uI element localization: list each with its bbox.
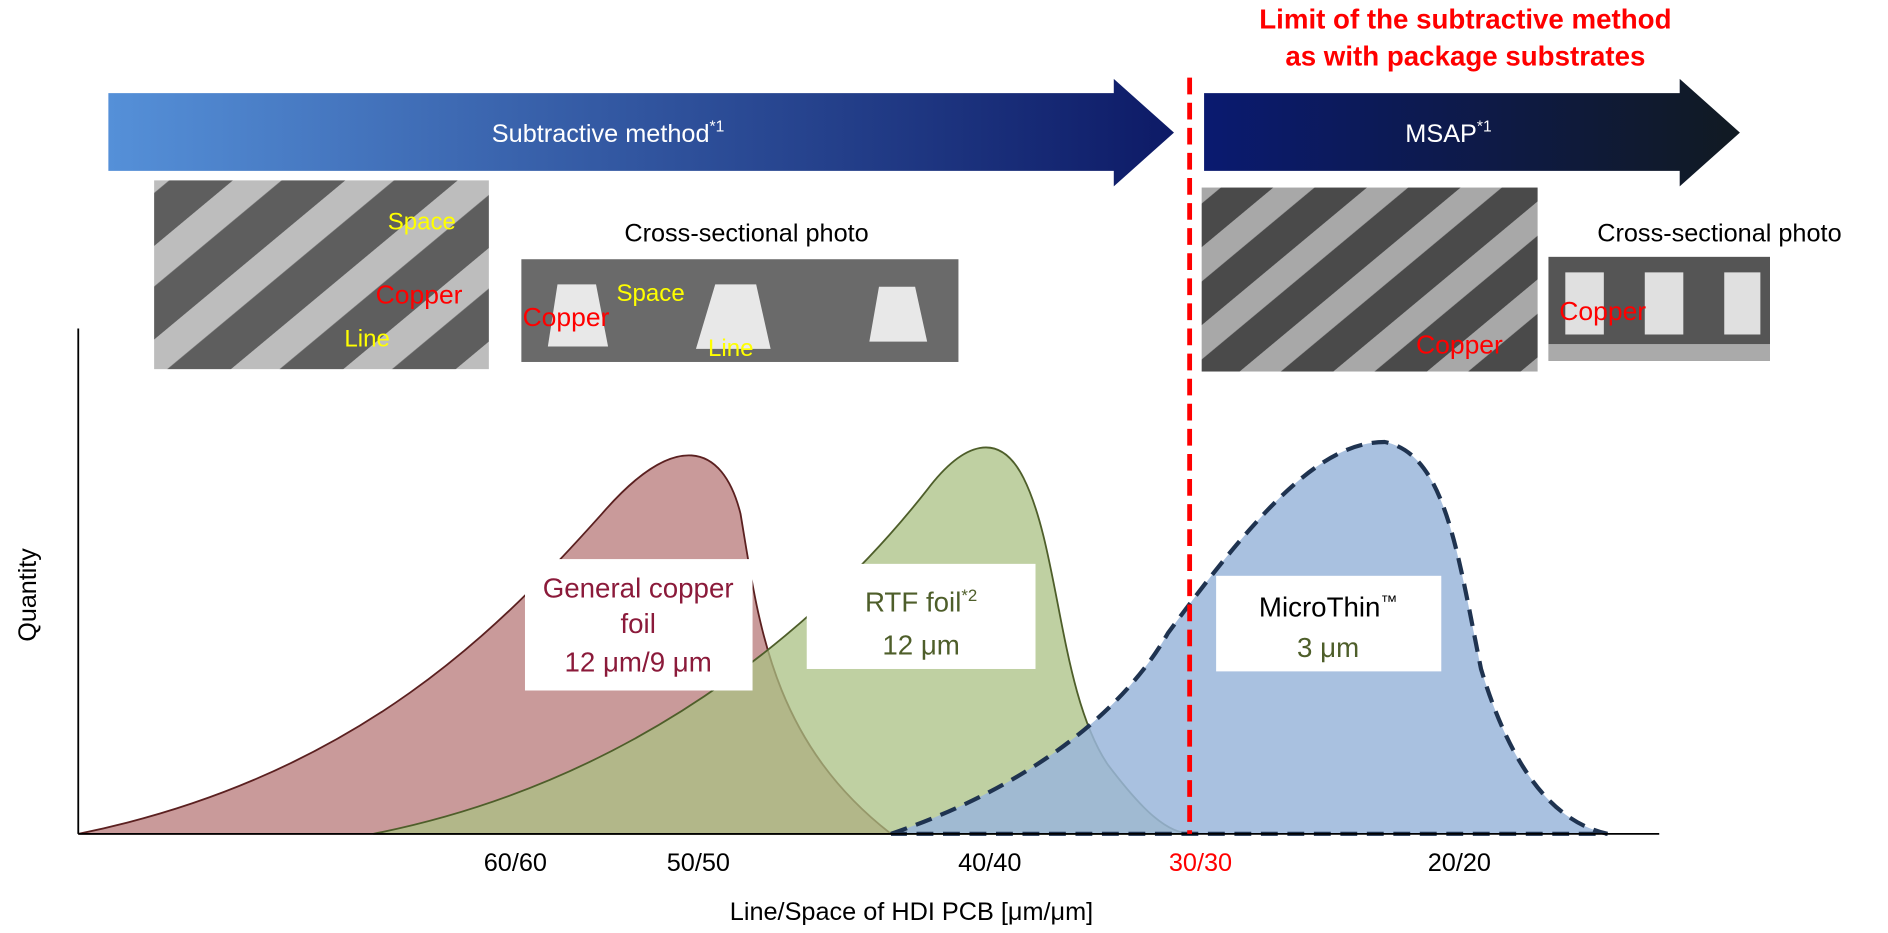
x-tick-label: 50/50 [667,849,730,877]
box-text: RTF foil*2 [865,586,977,618]
photo-label: Copper [376,280,463,310]
box-name: MicroThin [1259,592,1381,623]
photo-shape [1548,344,1770,361]
box-text: 12 μm/9 μm [565,646,712,677]
x-tick-label: 60/60 [484,849,547,877]
arrow-label: Subtractive method*1 [492,118,725,148]
arrow-text: Subtractive method [492,120,710,148]
photo-label: Line [344,326,390,353]
photo-label: Copper [1416,330,1503,360]
arrow-note: *1 [710,118,725,135]
box-text: foil [620,608,655,639]
photo-label: Space [616,280,684,307]
box-text: General copper [543,572,734,603]
box-note: ™ [1380,592,1397,611]
x-axis-label: Line/Space of HDI PCB [μm/μm] [730,898,1093,926]
diagram: Limit of the subtractive method as with … [0,0,1888,933]
x-tick-label: 30/30 [1169,849,1232,877]
page: Limit of the subtractive method as with … [0,0,1888,933]
x-tick-label: 40/40 [958,849,1021,877]
arrow-text: MSAP [1405,120,1477,148]
y-axis-label: Quantity [14,548,42,642]
photo-caption: Cross-sectional photo [1597,219,1841,247]
photo-label: Line [708,335,754,362]
box-text: MicroThin™ [1259,592,1397,623]
x-tick-label: 20/20 [1428,849,1491,877]
photo-label: Copper [1559,296,1646,326]
photo-label: Copper [523,302,610,332]
box-name: RTF foil [865,587,961,618]
limit-line: Limit of the subtractive method [1259,4,1671,35]
photo-label: Space [388,208,456,235]
photo-caption: Cross-sectional photo [624,219,868,247]
box-text: 12 μm [882,630,960,661]
arrow-note: *1 [1477,118,1492,135]
limit-line: as with package substrates [1285,41,1645,72]
box-note: *2 [961,586,977,605]
box-text: 3 μm [1297,632,1359,663]
